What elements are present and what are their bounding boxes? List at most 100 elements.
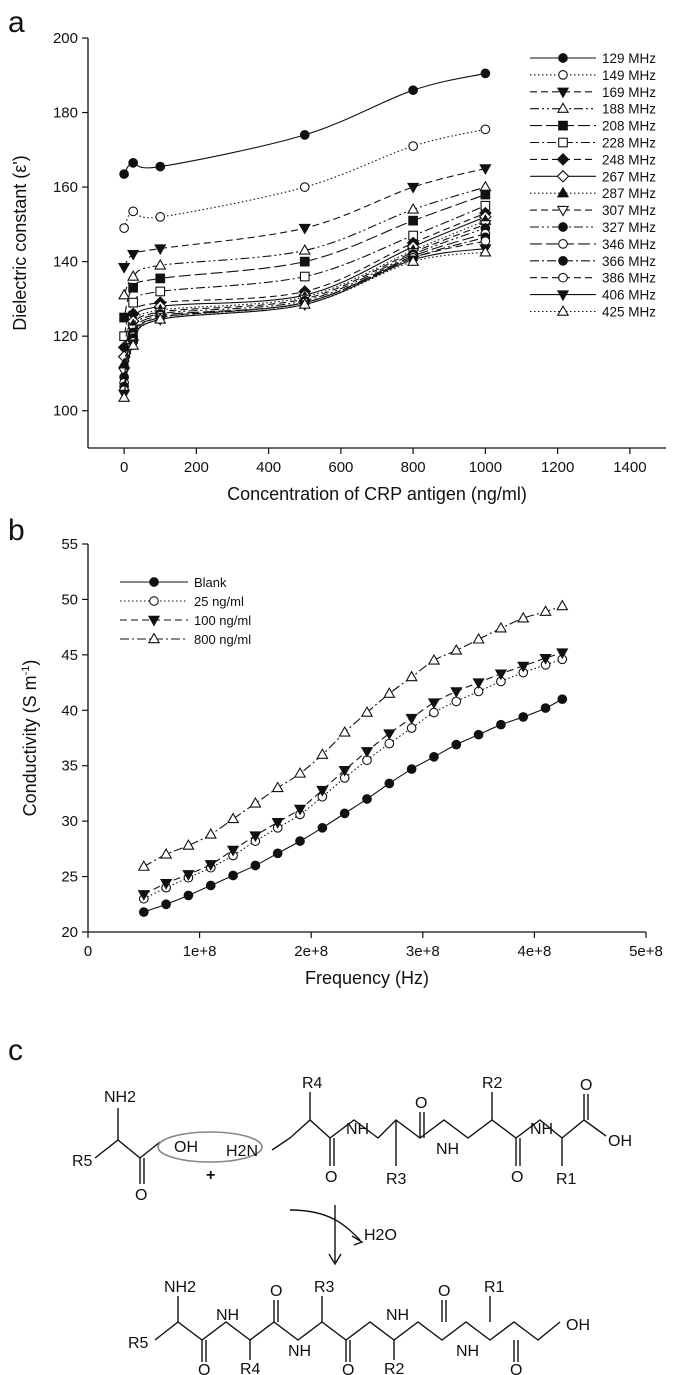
chart-a-legend-marker <box>556 205 570 217</box>
chart-b-data-point <box>557 694 568 705</box>
chart-b-y-tick-label: 40 <box>61 702 78 719</box>
chart-a-legend-label: 129 MHz <box>602 51 656 66</box>
reactant-o-4: O <box>511 1169 523 1186</box>
chart-a-x-tick-label: 800 <box>401 459 426 476</box>
product-o-3: O <box>342 1362 354 1375</box>
chart-b-data-point <box>137 860 150 871</box>
chart-b-data-point <box>339 808 350 819</box>
chart-b-data-point <box>496 719 506 730</box>
chart-a-legend-marker <box>558 120 568 131</box>
panel-b-letter: b <box>8 514 25 547</box>
chart-a-data-point <box>155 161 166 172</box>
chart-a-data-point <box>479 164 492 175</box>
chart-a-legend-marker <box>558 137 568 148</box>
chart-b-data-point <box>518 712 529 722</box>
elimination-arrowhead <box>351 1235 364 1246</box>
product-o-5: O <box>510 1362 522 1375</box>
chart-b-data-point <box>473 729 484 740</box>
chart-a-legend-label: 267 MHz <box>602 169 656 184</box>
plus-sign: + <box>206 1167 215 1184</box>
reactant-nh2-label: NH2 <box>104 1089 136 1106</box>
reactant-r2-label: R2 <box>482 1075 503 1092</box>
chart-b-series-line <box>143 652 563 895</box>
chart-b-data-point <box>226 845 240 857</box>
peptide-carbonyl-3 <box>515 1138 521 1166</box>
chart-b-data-point <box>405 713 418 725</box>
chart-b-data-point <box>517 661 530 673</box>
chart-b-data-point <box>406 723 417 733</box>
chart-b-x-tick-label: 1e+8 <box>183 943 217 960</box>
peptide-chain-bonds <box>271 1119 607 1151</box>
chart-a-data-point <box>407 255 420 266</box>
chart-a-legend-marker <box>558 222 568 232</box>
chart-b-data-point <box>451 739 462 750</box>
product-nh-4: NH <box>456 1343 479 1360</box>
chart-b-data-point <box>183 890 194 901</box>
chart-a-legend-label: 149 MHz <box>602 68 656 83</box>
reactant-h2n-label: H2N <box>226 1143 258 1160</box>
chart-b-series-line <box>143 698 563 913</box>
product-nh-3: NH <box>386 1307 409 1324</box>
chart-a-legend-marker <box>556 102 570 113</box>
amino-acid-backbone-bond <box>94 1139 161 1159</box>
reaction-scheme <box>94 1092 607 1362</box>
chart-a-data-point <box>127 270 140 281</box>
chart-b-legend-marker <box>149 596 159 606</box>
chart-a-legend-label: 307 MHz <box>602 203 656 218</box>
chart-b-data-point <box>271 781 284 793</box>
chart-b-x-tick-label: 4e+8 <box>518 943 552 960</box>
chart-a-legend-marker <box>556 153 570 166</box>
chart-b-x-tick-label: 3e+8 <box>406 943 440 960</box>
chart-b-legend-label: 25 ng/ml <box>194 594 244 609</box>
chart-a-legend-label: 386 MHz <box>602 271 656 286</box>
chart-b-legend-marker <box>147 632 161 644</box>
chart-a-legend-label: 228 MHz <box>602 136 656 151</box>
chart-a-x-tick-label: 1000 <box>469 459 502 476</box>
chart-a-legend-label: 248 MHz <box>602 152 656 167</box>
chart-a-data-point <box>298 223 311 235</box>
chart-a-legend-marker <box>556 305 570 316</box>
chart-a-legend-label: 406 MHz <box>602 288 656 303</box>
chart-a-legend-label: 287 MHz <box>602 186 656 201</box>
chart-b-data-point <box>429 751 439 762</box>
chart-b-y-tick-label: 30 <box>61 813 78 830</box>
reactant-o-2: O <box>325 1169 337 1186</box>
chart-b-y-tick-label: 25 <box>61 869 78 886</box>
product-r3-label: R3 <box>314 1279 335 1296</box>
product-carbonyl-4 <box>441 1300 447 1322</box>
reactant-o-1: O <box>135 1187 147 1204</box>
chart-b-data-point <box>384 738 395 749</box>
peptide-carbonyl-1 <box>329 1138 335 1166</box>
chart-a-data-point <box>154 312 167 324</box>
chart-a-legend-label: 366 MHz <box>602 254 656 269</box>
chart-a-x-axis-label: Concentration of CRP antigen (ng/ml) <box>227 484 527 504</box>
chart-b-data-point <box>293 804 307 816</box>
chart-b-y-tick-label: 55 <box>61 536 78 553</box>
peptide-carbonyl-2 <box>419 1112 425 1138</box>
chart-a-y-axis-label: Dielectric constant (ε') <box>10 155 30 331</box>
chart-a-data-point <box>155 286 166 297</box>
chart-b-data-point <box>249 796 262 808</box>
chart-b-data-point <box>182 870 195 881</box>
product-carbonyl-1 <box>201 1340 207 1362</box>
chart-a-data-point <box>480 68 491 79</box>
chart-a-data-point <box>127 249 140 261</box>
product-nh-1: NH <box>216 1307 239 1324</box>
chart-a-x-tick-label: 200 <box>184 459 209 476</box>
chart-a-data-point <box>408 141 418 151</box>
chart-a-legend-marker <box>556 290 570 302</box>
chart-b-data-point <box>539 653 552 665</box>
chart-b-legend-label: 800 ng/ml <box>194 632 251 647</box>
chart-b-legend-label: 100 ng/ml <box>194 613 251 628</box>
reactant-r3-label: R3 <box>386 1171 407 1188</box>
chart-b-x-tick-label: 2e+8 <box>294 943 328 960</box>
chart-b-data-point <box>429 707 439 718</box>
chart-a-x-tick-label: 0 <box>120 459 128 476</box>
chart-a-legend-label: 208 MHz <box>602 119 656 134</box>
product-o-1: O <box>198 1362 210 1375</box>
chart-b-data-point <box>383 729 396 741</box>
chart-b-data-point <box>338 765 351 777</box>
chart-b-data-point <box>293 766 307 778</box>
reactant-nh-1: NH <box>346 1121 369 1138</box>
carbonyl-double-bond <box>139 1158 145 1184</box>
